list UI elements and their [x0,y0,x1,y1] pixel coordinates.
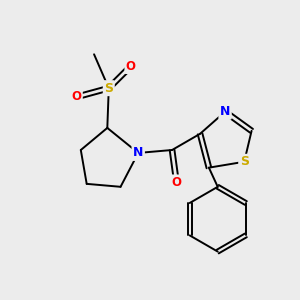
Text: S: S [104,82,113,95]
Text: O: O [172,176,182,189]
Text: O: O [71,91,81,103]
Text: S: S [240,155,249,168]
Text: O: O [126,60,136,73]
Text: N: N [220,105,230,118]
Text: N: N [133,146,143,159]
